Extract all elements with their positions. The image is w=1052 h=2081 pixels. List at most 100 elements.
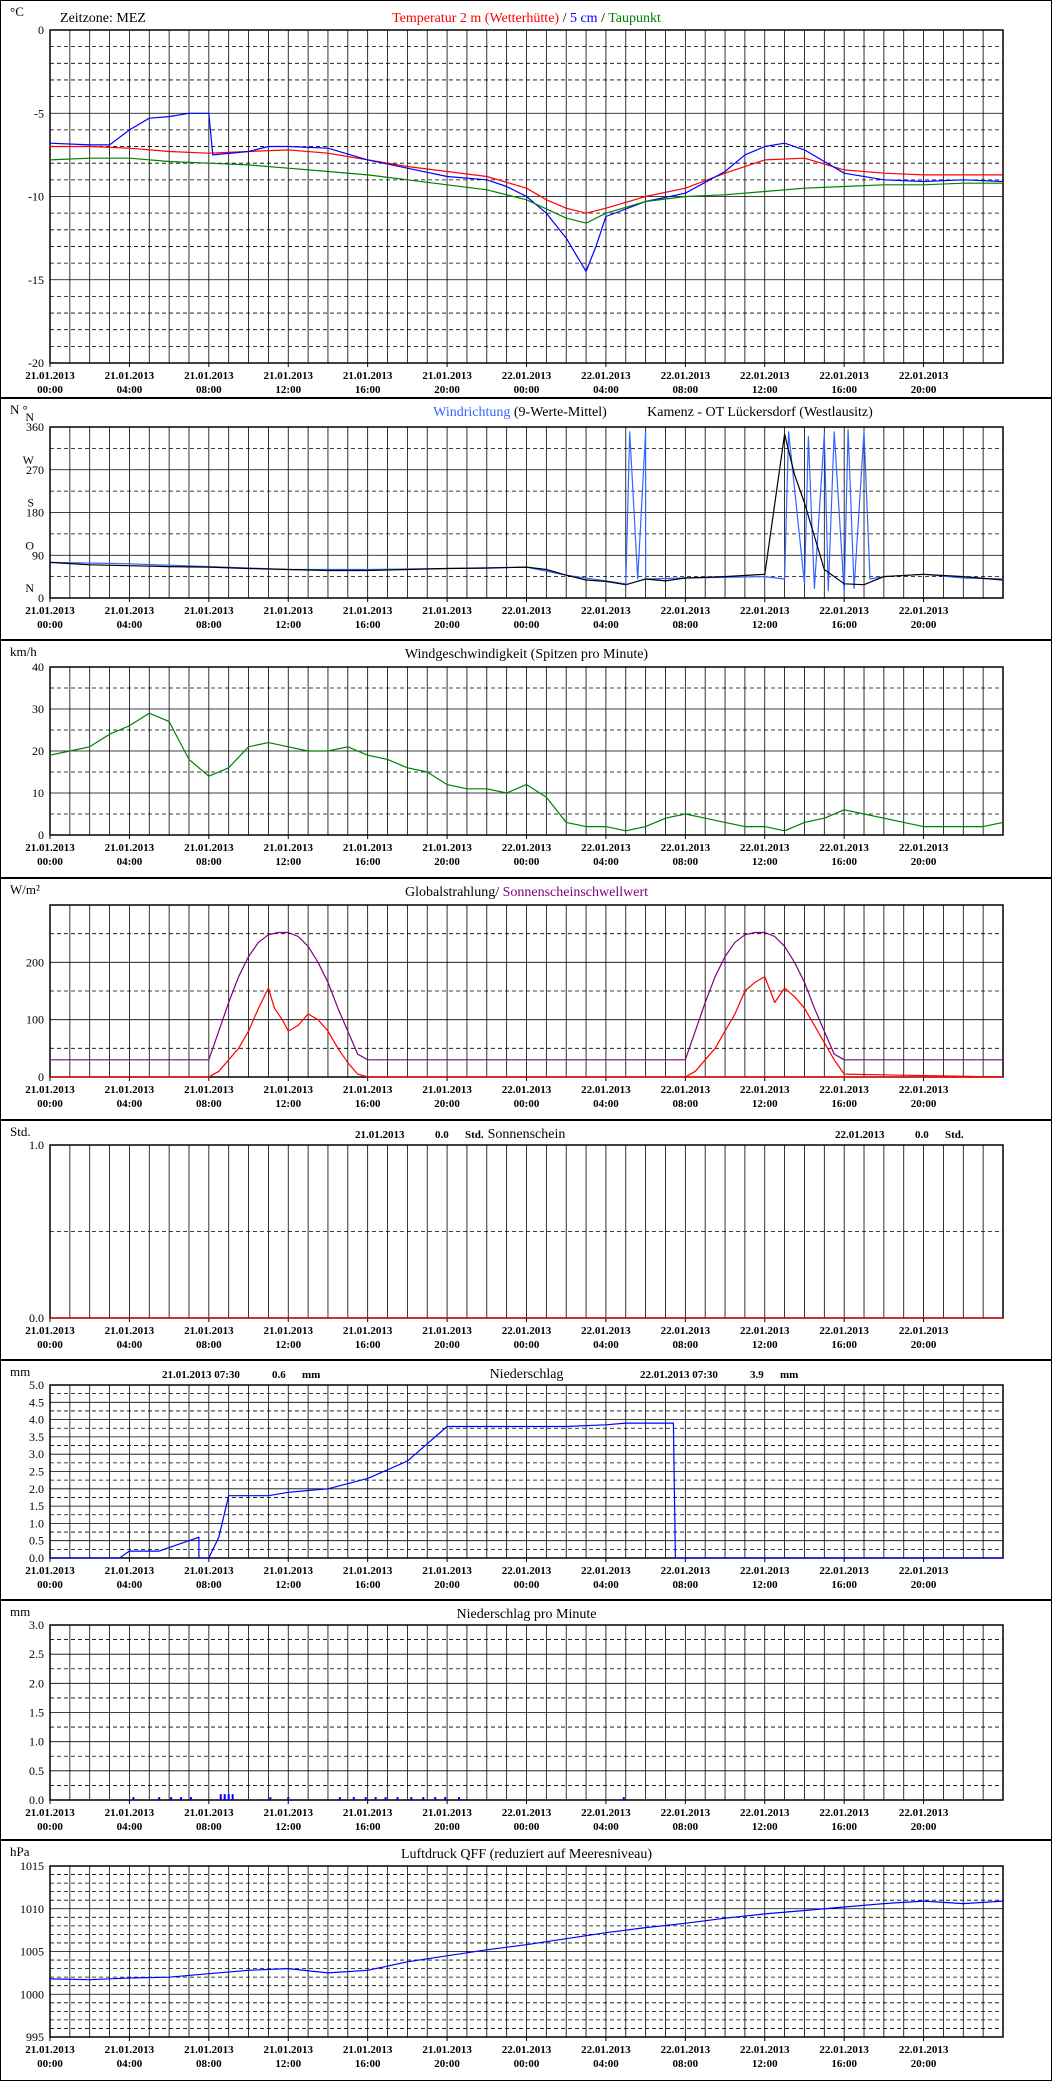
x-tick-time: 16:00 xyxy=(355,1098,381,1110)
y-tick-label: -10 xyxy=(28,190,44,204)
precip-minute-bar xyxy=(364,1797,367,1800)
wind_direction-series-1 xyxy=(49,433,1004,586)
x-tick-date: 22.01.2013 xyxy=(581,1807,631,1819)
x-tick-date: 22.01.2013 xyxy=(819,605,869,617)
x-tick-date: 21.01.2013 xyxy=(184,1084,234,1096)
precip-minute-bar xyxy=(338,1797,341,1800)
x-tick-date: 22.01.2013 xyxy=(899,605,949,617)
x-tick-time: 20:00 xyxy=(434,619,460,631)
y-tick-label: 0.0 xyxy=(29,1311,44,1325)
x-tick-date: 21.01.2013 xyxy=(264,605,314,617)
y-tick-label: 0.5 xyxy=(29,1764,44,1778)
x-tick-time: 00:00 xyxy=(37,1579,63,1591)
y-tick-label: 180 xyxy=(26,506,44,520)
x-tick-date: 22.01.2013 xyxy=(661,2044,711,2056)
x-tick-date: 21.01.2013 xyxy=(343,1807,393,1819)
x-tick-date: 21.01.2013 xyxy=(343,370,393,382)
wind_direction-title: Windrichtung (9-Werte-Mittel) xyxy=(433,405,607,420)
x-tick-date: 22.01.2013 xyxy=(661,1325,711,1337)
x-tick-time: 08:00 xyxy=(196,856,222,868)
y-tick-label: 0 xyxy=(38,23,44,37)
x-tick-date: 22.01.2013 xyxy=(502,605,552,617)
x-tick-time: 08:00 xyxy=(672,2058,698,2070)
x-tick-time: 12:00 xyxy=(752,1339,778,1351)
x-tick-time: 08:00 xyxy=(196,619,222,631)
sunshine-grid xyxy=(50,1145,1003,1318)
x-tick-date: 21.01.2013 xyxy=(25,1565,75,1577)
x-tick-date: 21.01.2013 xyxy=(343,1325,393,1337)
x-tick-time: 00:00 xyxy=(37,1821,63,1833)
y-tick-label: 10 xyxy=(32,786,44,800)
x-tick-date: 22.01.2013 xyxy=(819,1084,869,1096)
x-tick-date: 21.01.2013 xyxy=(343,2044,393,2056)
precip-minute-bar xyxy=(374,1797,377,1800)
x-tick-time: 20:00 xyxy=(911,2058,937,2070)
x-tick-time: 04:00 xyxy=(117,1821,143,1833)
x-tick-time: 00:00 xyxy=(37,2058,63,2070)
wind_speed-grid xyxy=(50,667,1003,835)
x-tick-date: 21.01.2013 xyxy=(105,1325,155,1337)
precipitation-title: Niederschlag xyxy=(490,1367,564,1382)
x-tick-time: 04:00 xyxy=(593,856,619,868)
x-tick-date: 21.01.2013 xyxy=(25,1325,75,1337)
info-date: 21.01.2013 07:30 xyxy=(162,1369,240,1381)
x-tick-date: 22.01.2013 xyxy=(740,605,790,617)
y-tick-label: 0.0 xyxy=(29,1551,44,1565)
x-tick-date: 21.01.2013 xyxy=(264,1565,314,1577)
y-tick-label: 2.0 xyxy=(29,1482,44,1496)
x-tick-date: 22.01.2013 xyxy=(661,1084,711,1096)
x-tick-date: 21.01.2013 xyxy=(422,1565,472,1577)
y-tick-label: -15 xyxy=(28,273,44,287)
y-tick-label: 0.0 xyxy=(29,1793,44,1807)
x-tick-date: 21.01.2013 xyxy=(105,842,155,854)
x-tick-time: 04:00 xyxy=(117,619,143,631)
x-tick-date: 22.01.2013 xyxy=(502,1325,552,1337)
x-tick-time: 20:00 xyxy=(911,1579,937,1591)
x-tick-time: 12:00 xyxy=(752,384,778,396)
y-tick-label: 4.0 xyxy=(29,1413,44,1427)
y-tick-label: 270 xyxy=(26,463,44,477)
title-part: Temperatur 2 m (Wetterhütte) xyxy=(392,11,559,26)
precip-minute-bar xyxy=(189,1797,192,1800)
x-tick-time: 08:00 xyxy=(672,1821,698,1833)
x-tick-time: 16:00 xyxy=(355,1339,381,1351)
temperature-series-1 xyxy=(49,112,1004,272)
x-tick-time: 04:00 xyxy=(117,1579,143,1591)
y-tick-label: 2.0 xyxy=(29,1676,44,1690)
x-tick-time: 16:00 xyxy=(831,2058,857,2070)
x-tick-time: 20:00 xyxy=(434,1098,460,1110)
info-unit: mm xyxy=(302,1369,320,1381)
title-part: / xyxy=(598,11,609,26)
x-tick-date: 22.01.2013 xyxy=(899,842,949,854)
y-tick-label: 3.0 xyxy=(29,1447,44,1461)
x-tick-time: 16:00 xyxy=(355,384,381,396)
y-tick-label: 0 xyxy=(38,1070,44,1084)
x-tick-date: 22.01.2013 xyxy=(661,370,711,382)
x-tick-time: 12:00 xyxy=(275,384,301,396)
x-tick-time: 12:00 xyxy=(752,2058,778,2070)
precip-minute-bar xyxy=(223,1794,226,1800)
y-tick-label: 3.5 xyxy=(29,1430,44,1444)
y-tick-label: 1.0 xyxy=(29,1138,44,1152)
global_radiation-unit-label: W/m² xyxy=(10,882,40,897)
precipitation-grid xyxy=(50,1385,1003,1558)
title-part: Windrichtung xyxy=(433,405,510,420)
info-unit: Std. xyxy=(945,1129,964,1141)
pressure-title: Luftdruck QFF (reduziert auf Meeresnivea… xyxy=(401,1847,652,1862)
info-value: 0.6 xyxy=(272,1369,286,1381)
y-tick-label: 40 xyxy=(32,660,44,674)
precip-minute-bar xyxy=(434,1797,437,1800)
y-tick-label: 1015 xyxy=(20,1859,44,1873)
x-tick-time: 12:00 xyxy=(275,2058,301,2070)
x-tick-date: 21.01.2013 xyxy=(25,605,75,617)
compass-label: N xyxy=(25,410,34,424)
x-tick-date: 22.01.2013 xyxy=(661,605,711,617)
x-tick-time: 20:00 xyxy=(911,384,937,396)
info-value: 0.0 xyxy=(915,1129,929,1141)
x-tick-time: 00:00 xyxy=(514,1098,540,1110)
precip-minute-bar xyxy=(352,1797,355,1800)
sunshine-title: Sonnenschein xyxy=(488,1127,566,1142)
x-tick-date: 21.01.2013 xyxy=(422,1807,472,1819)
x-tick-date: 21.01.2013 xyxy=(105,1565,155,1577)
y-tick-label: -5 xyxy=(34,106,44,120)
